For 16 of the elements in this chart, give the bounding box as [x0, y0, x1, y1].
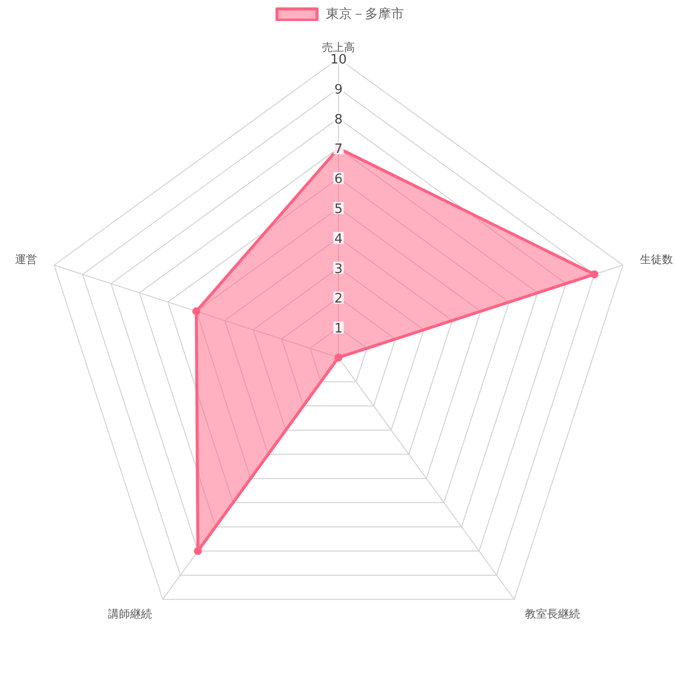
spoke-label: 教室長継続	[524, 607, 580, 620]
y-tick-label: 6	[334, 172, 343, 188]
y-tick-label: 10	[330, 52, 347, 68]
y-tick-label: 3	[334, 262, 343, 277]
y-tick-label: 2	[334, 292, 343, 307]
y-tick-label: 8	[334, 112, 343, 128]
y-tick-label: 1	[334, 322, 343, 337]
spoke-label: 売上高	[322, 41, 355, 54]
y-tick-label: 4	[334, 232, 343, 247]
legend-label: 東京－多摩市	[326, 6, 404, 23]
spoke-label: 生徒数	[640, 253, 673, 266]
y-tick-label: 9	[334, 82, 343, 98]
y-tick-label: 7	[334, 142, 343, 158]
spoke-label: 講師継続	[108, 607, 152, 620]
y-tick-label: 5	[334, 202, 343, 217]
spoke-label: 運営	[15, 253, 38, 266]
